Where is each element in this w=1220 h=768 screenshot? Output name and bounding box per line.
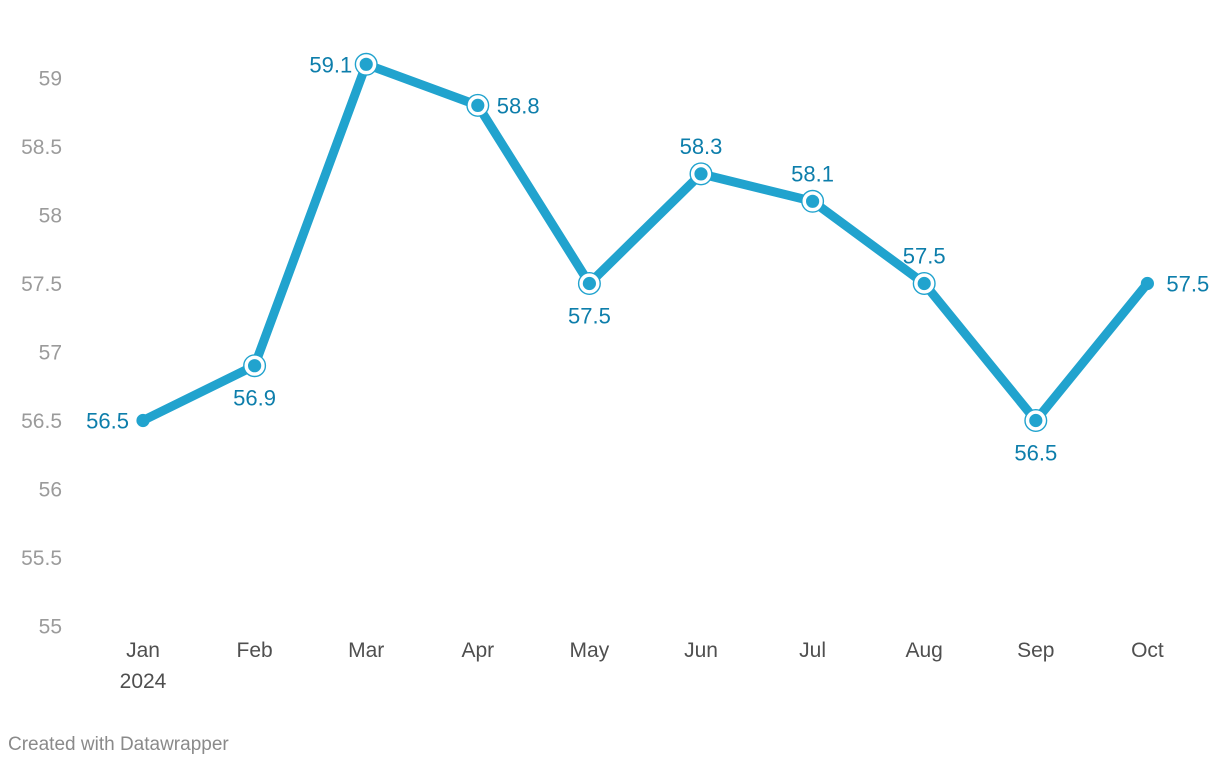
marker-ring <box>466 93 490 117</box>
value-label: 57.5 <box>1166 272 1209 297</box>
x-tick-label: Oct <box>1131 639 1164 662</box>
y-tick-label: 59 <box>39 68 62 91</box>
marker-ring <box>912 272 936 296</box>
x-tick-label: Feb <box>237 639 273 662</box>
x-tick-label: Aug <box>906 639 943 662</box>
y-tick-label: 55 <box>39 616 62 639</box>
marker-ring <box>689 162 713 186</box>
x-tick-label: Apr <box>461 639 494 662</box>
value-label: 59.1 <box>309 52 352 77</box>
x-tick-label: May <box>570 639 610 662</box>
data-point <box>694 167 708 181</box>
data-point <box>582 276 597 291</box>
data-point <box>917 276 931 291</box>
value-label: 56.5 <box>86 409 129 434</box>
data-point <box>136 413 150 428</box>
marker-ring <box>354 52 378 76</box>
x-tick-label: Jun <box>684 639 718 662</box>
x-tick-label: Mar <box>348 639 384 662</box>
value-label: 57.5 <box>903 244 946 269</box>
y-tick-label: 57.5 <box>21 273 62 296</box>
attribution-text: Created with Datawrapper <box>8 734 229 755</box>
marker-ring <box>577 272 601 296</box>
value-label: 56.5 <box>1014 441 1057 466</box>
data-point <box>806 194 820 208</box>
attribution: Created with Datawrapper <box>8 734 229 756</box>
x-tick-label: Jul <box>799 639 826 662</box>
value-label: 56.9 <box>233 386 276 411</box>
y-tick-label: 55.5 <box>21 547 62 570</box>
data-point <box>248 359 262 373</box>
data-point <box>359 57 373 71</box>
value-label: 58.1 <box>791 161 834 186</box>
marker-ring <box>243 354 267 378</box>
data-line <box>138 59 1152 425</box>
y-tick-label: 58.5 <box>21 136 62 159</box>
chart-canvas: 55 55.5 56 56.5 57 57.5 58 58.5 59 Jan 2024 Feb Mar A… <box>21 52 1209 693</box>
x-tick-label: Sep <box>1017 639 1054 662</box>
data-point <box>1029 413 1043 428</box>
value-label: 58.3 <box>680 134 723 159</box>
value-label: 58.8 <box>497 93 540 118</box>
value-label: 57.5 <box>568 304 611 329</box>
y-tick-label: 58 <box>39 205 62 228</box>
data-point <box>1140 276 1154 291</box>
y-tick-label: 57 <box>39 342 62 365</box>
x-tick-sublabel: 2024 <box>120 670 167 693</box>
y-tick-label: 56.5 <box>21 410 62 433</box>
data-point <box>471 98 485 112</box>
marker-ring <box>1024 409 1048 433</box>
marker-ring <box>801 189 825 213</box>
x-tick-label: Jan <box>126 639 160 662</box>
y-tick-label: 56 <box>39 479 62 502</box>
